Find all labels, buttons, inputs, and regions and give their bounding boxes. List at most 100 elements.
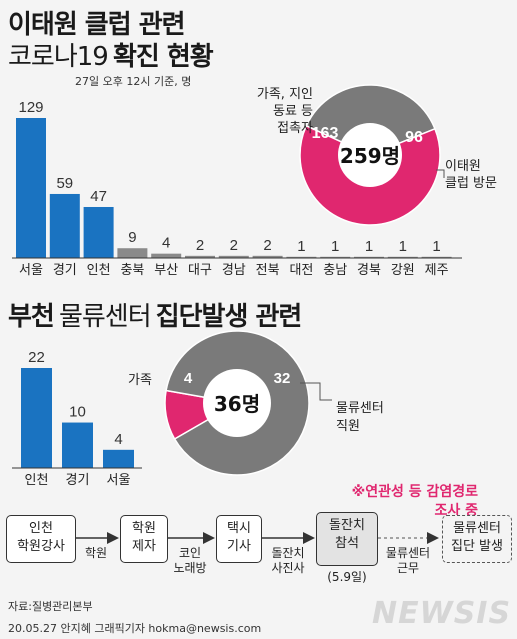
flow-node-logistics-outbreak: 물류센터 집단 발생: [442, 515, 512, 563]
bar2-경기: [62, 422, 93, 468]
source-text: 자료:질병관리본부: [8, 600, 93, 613]
bar-부산: [151, 253, 182, 258]
newsis-watermark: NEWSIS: [372, 596, 512, 631]
flow-edge2-label: 코인 노래방: [166, 546, 214, 576]
flow-edge2-line2: 노래방: [173, 561, 207, 575]
bar-label-경북: 경북: [357, 263, 381, 278]
bar-제주: [421, 256, 452, 258]
bar-label-제주: 제주: [425, 263, 449, 278]
bar2-인천: [21, 368, 52, 468]
section2-title: 부천 물류센터 집단발생 관련: [8, 296, 303, 333]
pie1-right-line2: 클럽 방문: [445, 176, 497, 191]
flow-node-taxi-driver: 택시 기사: [216, 515, 262, 563]
bar-value-충남: 1: [331, 238, 339, 255]
main-title: 이태원 클럽 관련: [8, 10, 186, 40]
bar2-value-서울: 4: [114, 431, 122, 448]
bar-전북: [252, 255, 283, 258]
bar2-value-인천: 22: [28, 349, 45, 366]
subtitle-prefix: 코로나19: [8, 42, 109, 72]
flow-node2-line2: 제자: [132, 539, 156, 554]
pie1-value-right: 96: [405, 129, 423, 146]
main-subtitle: 코로나19 확진 현황: [8, 36, 214, 73]
section2-title-regular: 물류센터: [58, 302, 152, 332]
bar-경기: [49, 193, 80, 258]
bar-label-인천: 인천: [87, 263, 111, 278]
bar-label-전북: 전북: [256, 263, 280, 278]
pie1-total: 259명: [340, 144, 400, 168]
pie1-right-label: 이태원 클럽 방문: [445, 158, 497, 192]
logistics-bar-chart: 22 인천 10 경기 4 서울: [12, 349, 142, 488]
flow-node3-line2: 기사: [227, 539, 251, 554]
flow-node-first-birthday: 돌잔치 참석: [316, 512, 378, 566]
pie1-value-left: 163: [312, 125, 339, 142]
bar-value-전북: 2: [263, 237, 271, 254]
flow-node-student: 학원 제자: [120, 515, 168, 563]
flow-edge3-line1: 돌잔치: [271, 546, 305, 560]
bar-value-경남: 2: [230, 237, 238, 254]
bar-value-부산: 4: [162, 235, 170, 252]
bar-서울: [16, 118, 46, 258]
pie2-right-line1: 물류센터: [336, 401, 384, 416]
flow-edge4-line1: 물류센터: [385, 546, 431, 560]
bar-label-충북: 충북: [120, 263, 144, 278]
flow-edge4-line2: 근무: [396, 561, 420, 575]
pie2-value-right: 32: [274, 370, 291, 387]
pie2-leader-right: [300, 382, 332, 401]
pie1-leader-right: [436, 169, 445, 178]
bar-강원: [387, 256, 418, 258]
region-bar-chart: 129 서울 59 경기 47 인천 9 충북 4 부산 2 대구 2 경남 2 전북 1 대전 1 충남 1 경북 1 강원…: [12, 99, 462, 278]
bar-value-서울: 129: [18, 99, 43, 116]
flow-edge2-line1: 코인: [178, 546, 202, 560]
bar-value-충북: 9: [128, 229, 136, 246]
bar-value-경기: 59: [56, 175, 73, 192]
bar2-label-서울: 서울: [107, 473, 131, 488]
bar2-서울: [103, 449, 134, 468]
pie2-right-label: 물류센터 직원: [336, 400, 384, 436]
flow-node3-line1: 택시: [227, 521, 251, 536]
credit-text: 20.05.27 안지혜 그래픽기자 hokma@newsis.com: [8, 622, 262, 635]
bar2-label-경기: 경기: [66, 473, 90, 488]
bar-label-강원: 강원: [391, 263, 415, 278]
section2-title-bold1: 부천: [8, 302, 55, 332]
bar-value-대구: 2: [196, 237, 204, 254]
bar-value-인천: 47: [90, 188, 107, 205]
bar-인천: [83, 206, 114, 258]
bar-label-대구: 대구: [188, 263, 212, 278]
pie2-total: 36명: [214, 392, 260, 416]
flow-node5-line1: 물류센터: [453, 521, 501, 536]
pie1-left-line3: 접촉자: [277, 121, 313, 136]
flow-node4-line2: 참석: [335, 536, 359, 551]
pie2-value-left: 4: [184, 370, 193, 387]
bar-value-강원: 1: [399, 238, 407, 255]
investigation-note-line1: ※연관성 등 감염경로: [351, 484, 478, 500]
flow-node4-date: (5.9일): [327, 570, 367, 584]
logistics-donut-chart: 36명 4 32: [164, 330, 332, 476]
bar-value-경북: 1: [365, 238, 373, 255]
bar-label-부산: 부산: [154, 263, 178, 278]
flow-edge1-label: 학원: [76, 546, 116, 561]
flow-node2-line1: 학원: [132, 521, 156, 536]
pie2-left-label: 가족: [128, 373, 152, 388]
flow-node5-line2: 집단 발생: [451, 539, 503, 554]
pie1-slice-0: [305, 84, 436, 156]
bar-value-대전: 1: [297, 238, 305, 255]
bar-label-경남: 경남: [222, 263, 246, 278]
pie1-left-line1: 가족, 지인: [256, 87, 313, 102]
subtitle-bold: 확진 현황: [112, 42, 214, 72]
section2-title-bold2: 집단발생 관련: [155, 302, 303, 332]
bar-충북: [117, 248, 148, 258]
bar-label-경기: 경기: [53, 263, 77, 278]
bar-label-서울: 서울: [19, 263, 43, 278]
chart-note: 27일 오후 12시 기준, 명: [75, 75, 192, 88]
bar-value-제주: 1: [432, 238, 440, 255]
flow-node-incheon-instructor: 인천 학원강사: [6, 515, 76, 563]
flow-edge1-line1: 학원: [84, 546, 108, 560]
pie1-hole: [338, 123, 402, 187]
flow-edge3-label: 돌잔치 사진사: [262, 546, 314, 576]
pie1-right-line1: 이태원: [445, 159, 481, 174]
pie1-left-label: 가족, 지인 동료 등 접촉자: [243, 86, 313, 137]
flow-node1-line2: 학원강사: [17, 539, 65, 554]
flow-node1-line1: 인천: [29, 521, 53, 536]
